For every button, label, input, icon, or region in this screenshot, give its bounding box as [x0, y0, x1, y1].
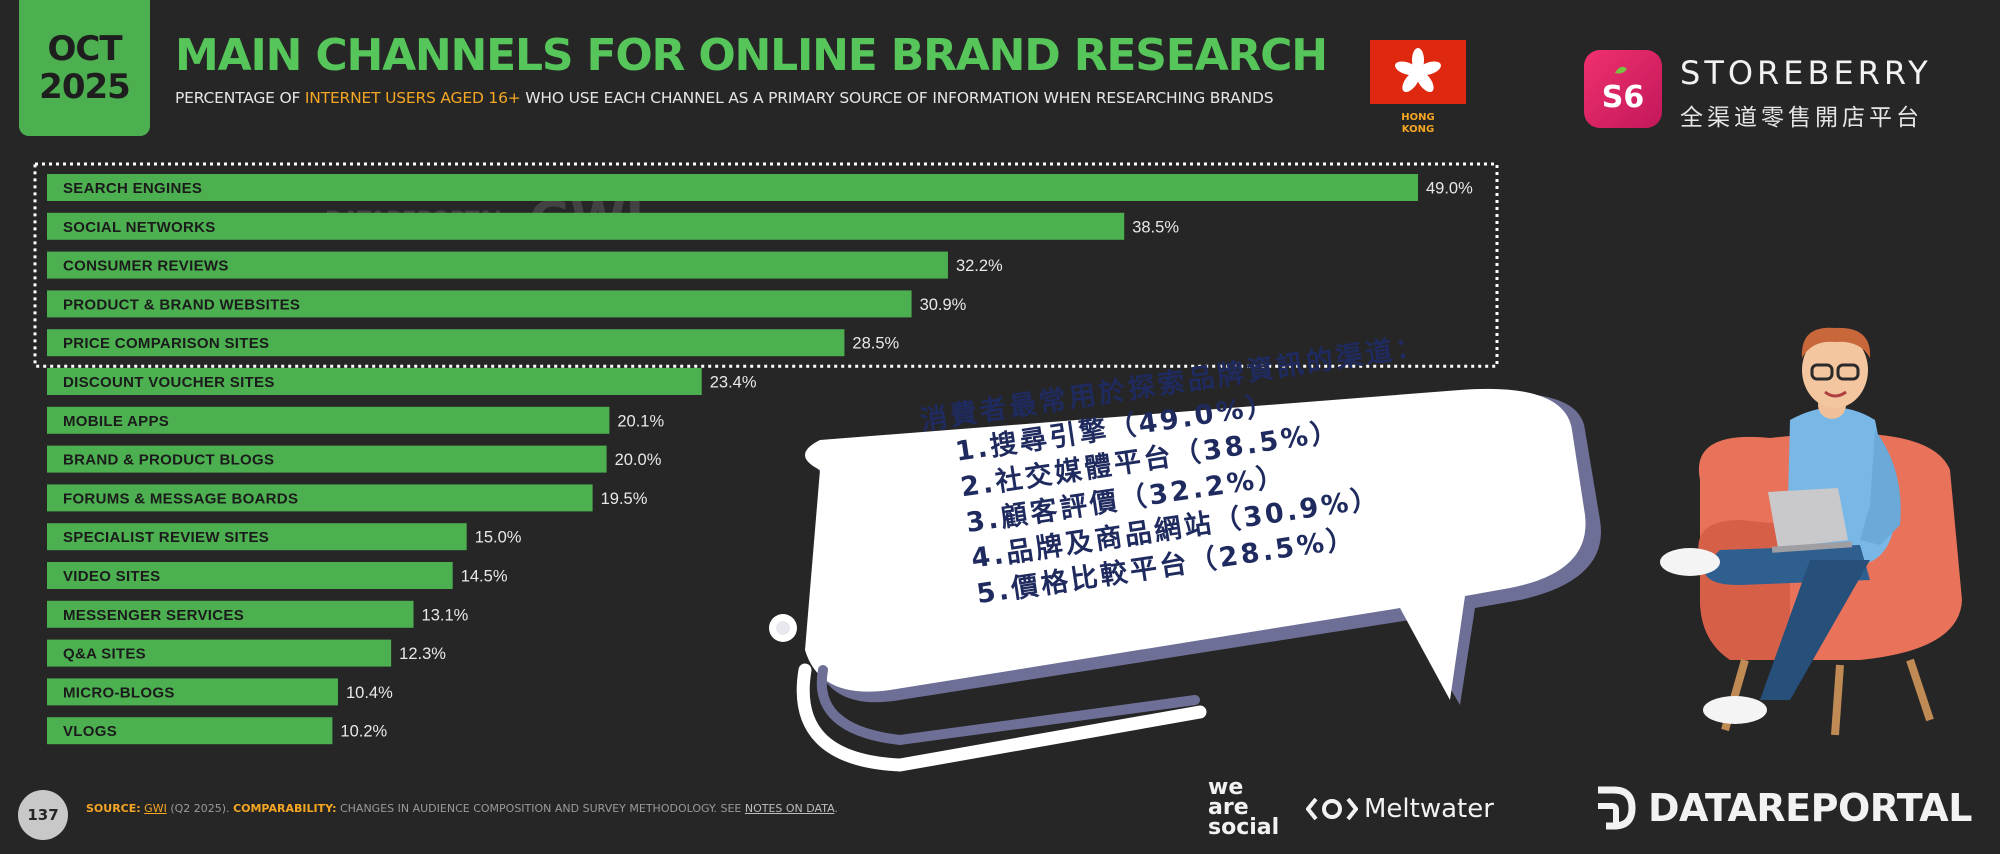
date-badge: OCT 2025	[19, 0, 150, 136]
bar-value-label: 19.5%	[601, 490, 648, 508]
bar	[47, 562, 453, 589]
meltwater-name: Meltwater	[1364, 794, 1494, 824]
bar	[47, 600, 414, 628]
bar-label: FORUMS & MESSAGE BOARDS	[63, 490, 298, 507]
brand-name: STOREBERRY	[1680, 54, 1932, 92]
bar-label: SOCIAL NETWORKS	[63, 219, 216, 236]
bar-value-label: 15.0%	[475, 529, 522, 547]
we-are-social-line1: we	[1208, 775, 1244, 800]
bar	[47, 484, 593, 512]
bar-value-label: 20.1%	[617, 412, 664, 430]
bar	[47, 212, 1125, 240]
source-text: (Q2 2025).	[166, 802, 234, 815]
bar	[47, 406, 610, 434]
subtitle-highlight: INTERNET USERS AGED 16+	[304, 89, 521, 107]
footer-source: SOURCE: GWI (Q2 2025). COMPARABILITY: CH…	[86, 802, 838, 815]
bar	[47, 368, 702, 395]
source-label: SOURCE:	[86, 802, 141, 815]
we-are-social-logo: we are social	[1208, 775, 1280, 840]
bar-label: SEARCH ENGINES	[63, 180, 202, 197]
storeberry-logo-icon: S6	[1584, 50, 1662, 128]
meltwater-logo-icon	[1306, 797, 1358, 821]
bar	[47, 445, 607, 473]
datareportal-logo-icon	[1598, 786, 1636, 830]
bar-value-label: 12.3%	[399, 645, 446, 663]
flag-label-line2: KONG	[1401, 124, 1435, 135]
bar-label: CONSUMER REVIEWS	[63, 258, 229, 275]
bar-value-label: 28.5%	[852, 335, 899, 353]
brand-tagline: 全渠道零售開店平台	[1680, 105, 1923, 131]
bar-label: Q&A SITES	[63, 646, 146, 663]
source-link[interactable]: GWI	[144, 802, 167, 815]
bar-value-label: 23.4%	[710, 374, 757, 392]
subtitle-pre: PERCENTAGE OF	[175, 89, 305, 107]
date-month: OCT	[47, 29, 122, 69]
bar-value-label: 10.4%	[346, 684, 393, 702]
date-year: 2025	[39, 67, 131, 107]
bar-value-label: 49.0%	[1426, 180, 1473, 198]
bar-label: DISCOUNT VOUCHER SITES	[63, 374, 275, 391]
hong-kong-flag-icon	[1370, 40, 1466, 104]
bar	[47, 290, 912, 318]
notes-end: .	[834, 802, 838, 815]
bar-label: MESSENGER SERVICES	[63, 607, 244, 624]
flag-label: HONG KONG	[1370, 112, 1466, 136]
bar	[47, 639, 392, 667]
subtitle-post: WHO USE EACH CHANNEL AS A PRIMARY SOURCE…	[520, 89, 1274, 107]
highlight-box	[33, 162, 1499, 368]
bar-value-label: 38.5%	[1132, 218, 1179, 236]
we-are-social-line2: are	[1208, 795, 1249, 820]
bar-label: VLOGS	[63, 723, 117, 740]
bar-label: SPECIALIST REVIEW SITES	[63, 529, 269, 546]
logo-text: S6	[1602, 80, 1644, 115]
bar	[47, 174, 1418, 201]
bar-value-label: 10.2%	[340, 723, 387, 741]
bar-label: BRAND & PRODUCT BLOGS	[63, 452, 274, 469]
bar-value-label: 20.0%	[615, 451, 662, 469]
page-number: 137	[18, 790, 68, 840]
bar-label: VIDEO SITES	[63, 568, 161, 585]
bar-value-label: 32.2%	[956, 257, 1003, 275]
comparability-label: COMPARABILITY:	[233, 802, 337, 815]
bar-value-label: 14.5%	[461, 568, 508, 586]
bar-label: MOBILE APPS	[63, 413, 169, 430]
bar-value-label: 30.9%	[920, 296, 967, 314]
bar-value-label: 13.1%	[422, 606, 469, 624]
page-subtitle: PERCENTAGE OF INTERNET USERS AGED 16+ WH…	[175, 89, 1274, 107]
datareportal-logo: DATAREPORTAL	[1592, 784, 1972, 832]
bar	[47, 678, 338, 706]
we-are-social-line3: social	[1208, 815, 1280, 840]
bar-label: PRODUCT & BRAND WEBSITES	[63, 296, 300, 313]
bar-label: PRICE COMPARISON SITES	[63, 335, 269, 352]
bar	[47, 251, 948, 279]
comparability-text: CHANGES IN AUDIENCE COMPOSITION AND SURV…	[336, 802, 745, 815]
page-title: MAIN CHANNELS FOR ONLINE BRAND RESEARCH	[175, 30, 1328, 81]
notes-link[interactable]: NOTES ON DATA	[744, 802, 835, 815]
meltwater-logo: Meltwater	[1306, 794, 1494, 824]
flag-label-line1: HONG	[1401, 112, 1435, 123]
bar	[47, 329, 845, 357]
bar-label: MICRO-BLOGS	[63, 684, 175, 701]
bar	[47, 523, 467, 551]
datareportal-name: DATAREPORTAL	[1648, 786, 1972, 830]
bar	[47, 717, 333, 745]
